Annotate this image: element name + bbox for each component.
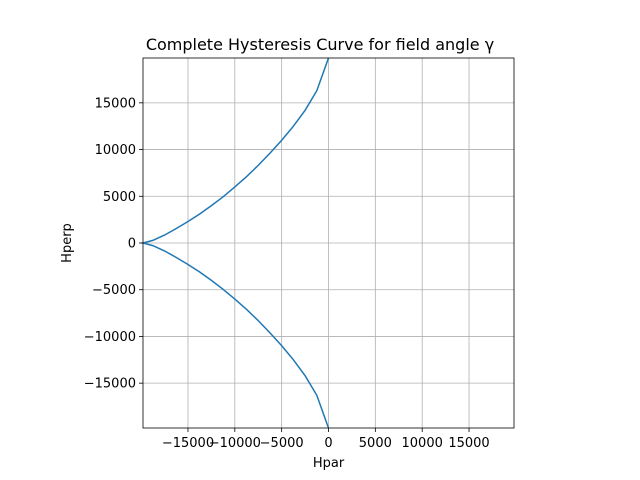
x-tick-label: 15000 [448,436,489,451]
y-tick-label: 5000 [103,190,136,205]
y-tick-label: −15000 [84,377,136,392]
y-tick-label: −10000 [84,330,136,345]
y-tick-label: 15000 [95,96,136,111]
x-tick-label: 10000 [402,436,443,451]
y-tick-label: −5000 [92,283,136,298]
grid [143,58,514,428]
x-tick-label: 0 [324,436,332,451]
x-axis-label: Hpar [313,456,345,471]
x-tick-label: −10000 [209,436,261,451]
y-tick-label: 10000 [95,143,136,158]
x-tick-label: −5000 [260,436,304,451]
x-axis: −15000−10000−5000 0 5000 10000 15000 [162,428,490,451]
x-tick-label: 5000 [359,436,392,451]
y-tick-label: 0 [128,237,136,252]
x-tick-label: −15000 [162,436,214,451]
chart-title: Complete Hysteresis Curve for field angl… [146,35,494,54]
y-axis-label: Hperp [60,223,75,263]
y-axis: −15000 −10000 −5000 0 5000 10000 15000 [84,96,143,392]
